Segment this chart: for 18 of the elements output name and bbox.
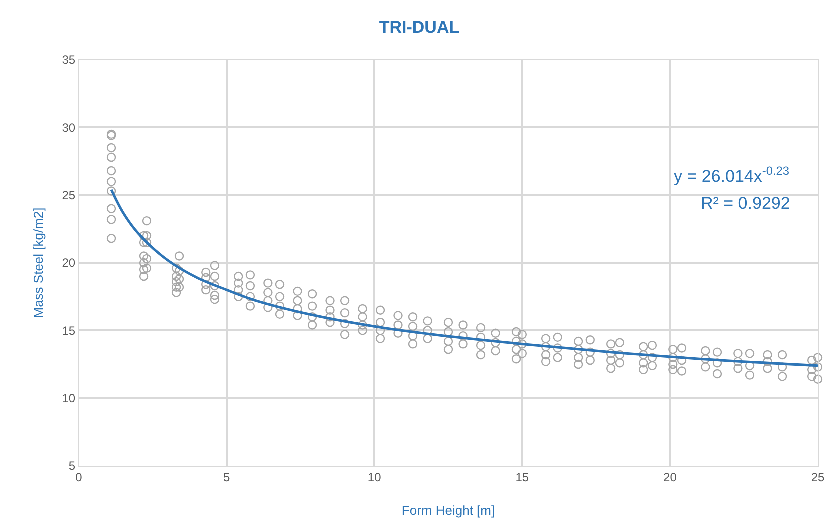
x-tick-label: 15: [516, 470, 530, 484]
y-tick-label: 35: [62, 53, 76, 68]
x-tick-label: 20: [664, 470, 678, 484]
y-tick-label: 15: [62, 324, 76, 338]
annotation: R² = 0.9292: [701, 194, 790, 213]
y-tick-label: 25: [62, 188, 76, 203]
chart-title: TRI-DUAL: [379, 18, 460, 38]
x-tick-label: 10: [368, 470, 382, 484]
y-axis-title: Mass Steel [kg/m2]: [31, 208, 46, 318]
x-axis-title: Form Height [m]: [402, 503, 496, 518]
x-tick-label: 5: [223, 470, 230, 484]
y-tick-label: 30: [62, 120, 76, 135]
y-tick-label: 20: [62, 256, 76, 270]
y-tick-label: 10: [62, 392, 76, 406]
x-tick-label: 25: [811, 470, 825, 484]
annotation: y = 26.014x$^{-0.23}$: [674, 164, 790, 186]
y-tick-label: 5: [68, 459, 76, 474]
x-tick-label: 0: [76, 470, 83, 484]
